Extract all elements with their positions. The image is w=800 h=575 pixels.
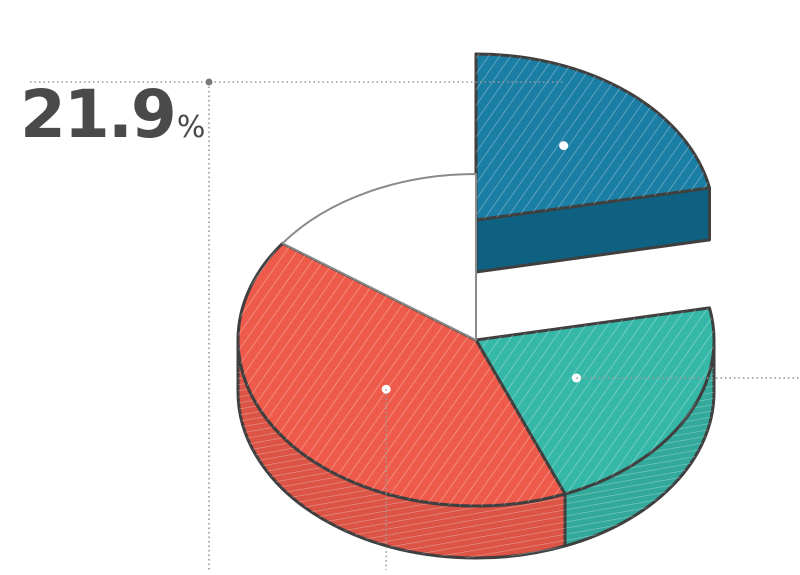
callout-label: 21.9% <box>20 82 205 148</box>
callout-value: 21.9 <box>20 76 177 153</box>
pie-slice-wall-texture-2-0 <box>238 340 566 558</box>
leader-anchor-0 <box>205 78 213 86</box>
pie-slice-3 <box>281 173 477 341</box>
pie-slice-texture-0 <box>476 54 710 220</box>
pie-slice-texture-2 <box>238 243 566 507</box>
slice-marker-0 <box>559 141 569 151</box>
pie-slice-wall-texture-1-0 <box>565 340 714 546</box>
callout-unit: % <box>176 110 206 145</box>
pie-slice-texture-1 <box>476 307 715 494</box>
